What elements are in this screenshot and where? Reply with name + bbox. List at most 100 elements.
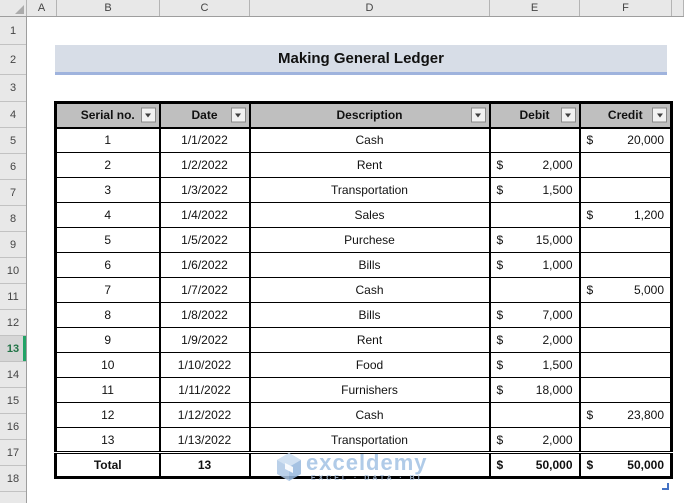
money-cell[interactable]: $50,000 [488, 451, 581, 478]
serial-cell[interactable]: 3 [54, 177, 161, 203]
money-cell[interactable]: $1,500 [488, 352, 581, 378]
row-header-10[interactable]: 10 [0, 258, 26, 284]
filter-dropdown-button[interactable] [230, 107, 246, 123]
money-cell[interactable] [488, 277, 581, 303]
date-cell[interactable]: 1/4/2022 [158, 202, 251, 228]
date-cell[interactable]: 1/2/2022 [158, 152, 251, 178]
money-cell[interactable]: $1,500 [488, 177, 581, 203]
serial-cell[interactable]: 2 [54, 152, 161, 178]
date-cell[interactable]: 1/13/2022 [158, 427, 251, 453]
column-header-C[interactable]: C [160, 0, 250, 16]
description-cell[interactable]: Furnishers [248, 377, 491, 403]
row-header-13[interactable]: 13 [0, 336, 26, 362]
row-header-17[interactable]: 17 [0, 440, 26, 466]
date-cell[interactable]: 1/6/2022 [158, 252, 251, 278]
money-cell[interactable] [578, 302, 673, 328]
header-cell-date[interactable]: Date [158, 102, 251, 129]
description-cell[interactable]: Bills [248, 252, 491, 278]
total-count-cell[interactable]: 13 [158, 451, 251, 478]
row-header-8[interactable]: 8 [0, 206, 26, 232]
row-header-16[interactable]: 16 [0, 414, 26, 440]
date-cell[interactable]: 1/8/2022 [158, 302, 251, 328]
filter-dropdown-button[interactable] [560, 107, 576, 123]
serial-cell[interactable]: 13 [54, 427, 161, 453]
date-cell[interactable]: 1/10/2022 [158, 352, 251, 378]
serial-cell[interactable]: 9 [54, 327, 161, 353]
description-cell[interactable]: Purchese [248, 227, 491, 253]
money-cell[interactable]: $2,000 [488, 152, 581, 178]
money-cell[interactable] [578, 177, 673, 203]
row-header-2[interactable]: 2 [0, 45, 26, 75]
money-cell[interactable]: $18,000 [488, 377, 581, 403]
description-cell[interactable]: Cash [248, 277, 491, 303]
money-cell[interactable] [488, 202, 581, 228]
header-cell-description[interactable]: Description [248, 102, 491, 129]
description-cell[interactable]: Transportation [248, 427, 491, 453]
row-header-18[interactable]: 18 [0, 466, 26, 492]
money-cell[interactable] [578, 252, 673, 278]
money-cell[interactable] [578, 377, 673, 403]
ledger-title-cell[interactable]: Making General Ledger [55, 45, 667, 75]
filter-dropdown-button[interactable] [470, 107, 486, 123]
column-header-F[interactable]: F [580, 0, 672, 16]
date-cell[interactable]: 1/11/2022 [158, 377, 251, 403]
row-header-14[interactable]: 14 [0, 362, 26, 388]
description-cell[interactable]: Rent [248, 327, 491, 353]
money-cell[interactable]: $7,000 [488, 302, 581, 328]
select-all-corner[interactable] [0, 0, 27, 16]
header-cell-credit[interactable]: Credit [578, 102, 673, 129]
money-cell[interactable]: $5,000 [578, 277, 673, 303]
money-cell[interactable] [578, 327, 673, 353]
money-cell[interactable]: $1,000 [488, 252, 581, 278]
money-cell[interactable]: $2,000 [488, 427, 581, 453]
money-cell[interactable]: $1,200 [578, 202, 673, 228]
serial-cell[interactable]: 1 [54, 127, 161, 153]
description-cell[interactable]: Cash [248, 127, 491, 153]
row-header-12[interactable]: 12 [0, 310, 26, 336]
serial-cell[interactable]: 8 [54, 302, 161, 328]
money-cell[interactable]: $2,000 [488, 327, 581, 353]
description-cell[interactable]: Bills [248, 302, 491, 328]
date-cell[interactable]: 1/1/2022 [158, 127, 251, 153]
description-cell[interactable]: Rent [248, 152, 491, 178]
row-header-7[interactable]: 7 [0, 180, 26, 206]
date-cell[interactable]: 1/12/2022 [158, 402, 251, 428]
serial-cell[interactable]: 4 [54, 202, 161, 228]
filter-dropdown-button[interactable] [140, 107, 156, 123]
money-cell[interactable] [578, 152, 673, 178]
total-description-cell[interactable] [248, 451, 491, 478]
column-header-A[interactable]: A [27, 0, 57, 16]
description-cell[interactable]: Food [248, 352, 491, 378]
row-header-6[interactable]: 6 [0, 154, 26, 180]
money-cell[interactable]: $50,000 [578, 451, 673, 478]
serial-cell[interactable]: 6 [54, 252, 161, 278]
date-cell[interactable]: 1/3/2022 [158, 177, 251, 203]
money-cell[interactable] [578, 427, 673, 453]
description-cell[interactable]: Sales [248, 202, 491, 228]
money-cell[interactable] [488, 402, 581, 428]
row-header-4[interactable]: 4 [0, 102, 26, 128]
date-cell[interactable]: 1/9/2022 [158, 327, 251, 353]
serial-cell[interactable]: 5 [54, 227, 161, 253]
column-header-B[interactable]: B [57, 0, 160, 16]
description-cell[interactable]: Transportation [248, 177, 491, 203]
money-cell[interactable]: $20,000 [578, 127, 673, 153]
serial-cell[interactable]: 12 [54, 402, 161, 428]
description-cell[interactable]: Cash [248, 402, 491, 428]
header-cell-serial-no-[interactable]: Serial no. [54, 102, 161, 129]
money-cell[interactable]: $23,800 [578, 402, 673, 428]
money-cell[interactable] [488, 127, 581, 153]
serial-cell[interactable]: 11 [54, 377, 161, 403]
filter-dropdown-button[interactable] [652, 107, 667, 123]
column-header-E[interactable]: E [490, 0, 580, 16]
money-cell[interactable] [578, 227, 673, 253]
column-header-D[interactable]: D [250, 0, 490, 16]
serial-cell[interactable]: 10 [54, 352, 161, 378]
serial-cell[interactable]: 7 [54, 277, 161, 303]
money-cell[interactable] [578, 352, 673, 378]
total-label-cell[interactable]: Total [54, 451, 161, 478]
table-resize-handle[interactable] [662, 483, 669, 490]
row-header-15[interactable]: 15 [0, 388, 26, 414]
money-cell[interactable]: $15,000 [488, 227, 581, 253]
row-header-3[interactable]: 3 [0, 75, 26, 102]
